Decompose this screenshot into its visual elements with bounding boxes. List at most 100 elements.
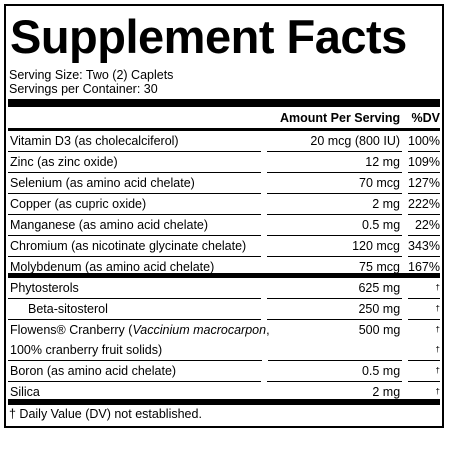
nutrient-name: Vitamin D3 (as cholecalciferol) [10, 134, 179, 148]
nutrient-name: Beta-sitosterol [28, 302, 108, 316]
nutrient-row: Phytosterols 625 mg † [8, 278, 440, 299]
dv-line: † [408, 320, 440, 340]
name-line: Phytosterols [10, 278, 261, 298]
nutrient-name: Boron (as amino acid chelate) [10, 364, 177, 378]
amount: 12 mg [365, 155, 401, 169]
amount-line: 75 mcg [267, 257, 400, 277]
latin-name: Vaccinium macrocarpon [132, 323, 267, 337]
thick-rule [8, 399, 440, 405]
name-line: Chromium (as nicotinate glycinate chelat… [10, 236, 261, 256]
amount: 70 mcg [359, 176, 401, 190]
amount-line: 2 mg [267, 194, 400, 214]
daily-value: 343% [408, 239, 440, 253]
amount: 20 mcg (800 IU) [310, 134, 401, 148]
dv-line: 167% [408, 257, 440, 277]
name-line: Manganese (as amino acid chelate) [10, 215, 261, 235]
name-line: Zinc (as zinc oxide) [10, 152, 261, 172]
amount-cell: 2 mg [266, 194, 403, 215]
daily-value: 222% [408, 197, 440, 211]
serving-size: Serving Size: Two (2) Caplets [9, 68, 174, 82]
amount: 75 mcg [359, 260, 401, 274]
rule [8, 128, 440, 131]
nutrient-row: Selenium (as amino acid chelate) 70 mcg 12… [8, 173, 440, 194]
dv-header: %DV [411, 111, 440, 125]
nutrient-name-cell: Beta-sitosterol [8, 299, 261, 320]
nutrient-row: Flowens® Cranberry (Vaccinium macrocarpo… [8, 320, 440, 361]
nutrient-name: Manganese (as amino acid chelate) [10, 218, 209, 232]
amount: 0.5 mg [361, 364, 401, 378]
dv-cell: 22% [408, 215, 440, 236]
supplement-facts-label: Supplement Facts Serving Size: Two (2) C… [4, 4, 444, 428]
name-line: Vitamin D3 (as cholecalciferol) [10, 131, 261, 151]
nutrient-name: Flowens® Cranberry ( [10, 323, 133, 337]
nutrient-row: Molybdenum (as amino acid chelate) 75 mcg… [8, 257, 440, 277]
amount-cell: 70 mcg [266, 173, 403, 194]
dv-line: 22% [408, 215, 440, 235]
daily-value: † [435, 325, 440, 334]
nutrient-name-cell: Silica [8, 382, 261, 402]
daily-value: 109% [408, 155, 440, 169]
amount: 250 mg [358, 302, 401, 316]
amount-cell: 12 mg [266, 152, 403, 173]
nutrient-name-cell: Zinc (as zinc oxide) [8, 152, 261, 173]
nutrient-name: Selenium (as amino acid chelate) [10, 176, 195, 190]
nutrient-name: Zinc (as zinc oxide) [10, 155, 118, 169]
nutrient-name-cell: Copper (as cupric oxide) [8, 194, 261, 215]
amount-cell: 0.5 mg [266, 361, 403, 382]
name-line: Beta-sitosterol [10, 299, 261, 319]
amount-cell: 0.5 mg [266, 215, 403, 236]
nutrient-name-cell: Phytosterols [8, 278, 261, 299]
daily-value: † [435, 283, 440, 292]
dv-line: 222% [408, 194, 440, 214]
nutrient-name: Copper (as cupric oxide) [10, 197, 147, 211]
header-spacer [8, 108, 261, 128]
name-line: Molybdenum (as amino acid chelate) [10, 257, 261, 277]
amount-line: 0.5 mg [267, 215, 400, 235]
amount-cell: 75 mcg [267, 257, 402, 277]
amount-cell: 120 mcg [266, 236, 403, 257]
nutrient-name-cell: Boron (as amino acid chelate) [8, 361, 261, 382]
daily-value: † [435, 387, 440, 396]
name-line: 100% cranberry fruit solids) [10, 340, 262, 360]
nutrient-name-cell: Selenium (as amino acid chelate) [8, 173, 261, 194]
nutrient-name-cell: Vitamin D3 (as cholecalciferol) [8, 131, 261, 152]
dv-cell: 167% [408, 257, 440, 277]
amount-line: 70 mcg [267, 173, 400, 193]
dv-cell: † † [408, 320, 440, 361]
dv-cell: 222% [408, 194, 440, 215]
nutrient-name-cont: 100% cranberry fruit solids) [10, 343, 163, 357]
thick-rule [8, 99, 440, 107]
nutrient-name: Chromium (as nicotinate glycinate chelat… [10, 239, 247, 253]
nutrient-name: Molybdenum (as amino acid chelate) [10, 260, 215, 274]
amount: 500 mg [358, 323, 401, 337]
nutrient-row: Copper (as cupric oxide) 2 mg 222% [8, 194, 440, 215]
amount-line: 20 mcg (800 IU) [267, 131, 400, 151]
name-line: Selenium (as amino acid chelate) [10, 173, 261, 193]
amount-header: Amount Per Serving [279, 111, 401, 125]
amount-line: 12 mg [267, 152, 400, 172]
nutrient-group: Phytosterols 625 mg † Beta-sitosterol 250 mg… [8, 278, 440, 402]
dv-line: † [408, 361, 440, 381]
column-header: Amount Per Serving %DV [8, 108, 440, 128]
dv-line: 127% [408, 173, 440, 193]
amount: 120 mcg [352, 239, 401, 253]
nutrient-name: Silica [10, 385, 40, 399]
dv-cell: 127% [408, 173, 440, 194]
nutrient-name-cell: Flowens® Cranberry (Vaccinium macrocarpo… [8, 320, 270, 361]
nutrient-row: Vitamin D3 (as cholecalciferol) 20 mcg (8… [8, 131, 440, 152]
dv-cell: † [408, 361, 440, 382]
amount: 2 mg [372, 197, 401, 211]
amount-cell: 625 mg [266, 278, 403, 299]
name-punct: , [266, 323, 270, 337]
name-line: Silica [10, 382, 261, 402]
title: Supplement Facts [10, 10, 407, 63]
nutrient-row: Silica 2 mg † [8, 382, 440, 402]
name-line: Boron (as amino acid chelate) [10, 361, 261, 381]
daily-value: 100% [408, 134, 440, 148]
amount-cell: 250 mg [266, 299, 403, 320]
name-line: Copper (as cupric oxide) [10, 194, 261, 214]
daily-value: † [435, 366, 440, 375]
amount-line: 625 mg [267, 278, 400, 298]
daily-value: † [435, 345, 440, 354]
